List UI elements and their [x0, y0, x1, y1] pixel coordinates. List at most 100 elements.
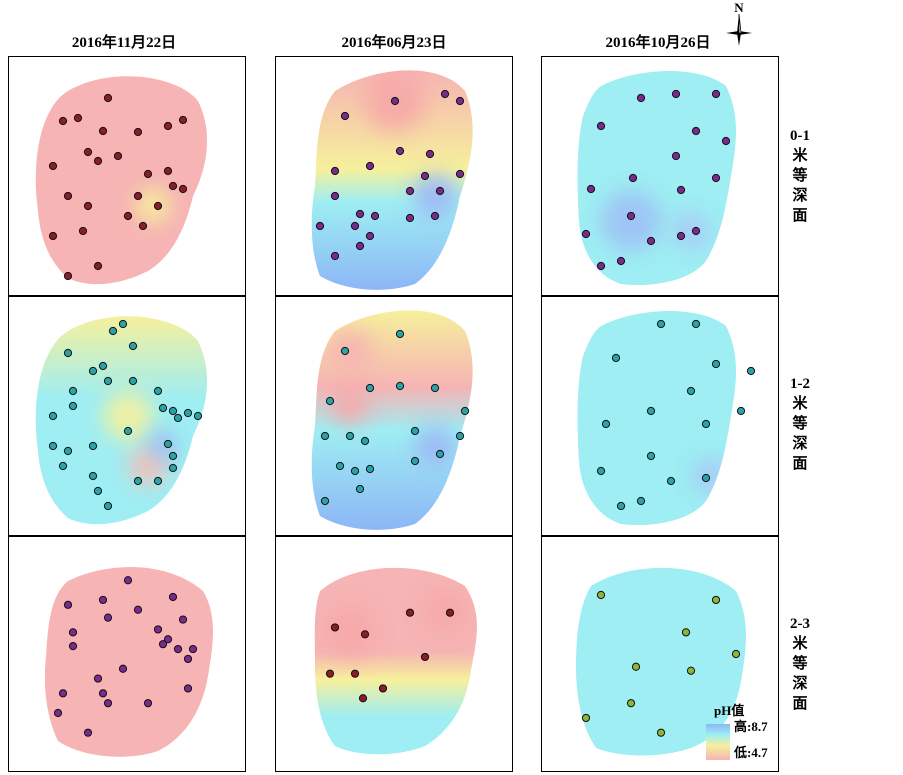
sample-point [455, 431, 465, 441]
sample-point [616, 501, 626, 511]
sample-point [335, 461, 345, 471]
sample-point [320, 496, 330, 506]
sample-point [616, 256, 626, 266]
sample-point [460, 406, 470, 416]
row-label-line: 面 [792, 456, 808, 472]
sample-point [636, 496, 646, 506]
sample-point [330, 623, 340, 632]
row-label-line: 等 [792, 168, 808, 184]
sample-point [93, 486, 103, 496]
sample-point [98, 689, 108, 698]
sample-point [596, 590, 606, 600]
sample-point [691, 226, 701, 236]
sample-point [581, 713, 591, 723]
sample-point [365, 161, 375, 171]
sample-point [123, 426, 133, 436]
legend-low-label: 低:4.7 [734, 745, 768, 760]
sample-point [410, 456, 420, 466]
sample-point [691, 319, 701, 329]
map-panel-nov-1-2m [8, 296, 246, 536]
map-panel-nov-2-3m [8, 536, 246, 772]
ph-hotspot [601, 191, 661, 251]
ph-hotspot [328, 329, 372, 373]
sample-point [83, 728, 93, 737]
sample-point [355, 241, 365, 251]
map-panel-jun-0-1m [275, 56, 513, 296]
sample-point [88, 441, 98, 451]
sample-point [153, 386, 163, 396]
column-title-oct-2016: 2016年10月26日 [605, 35, 711, 51]
sample-point [133, 127, 143, 137]
sample-point [390, 96, 400, 106]
row-label-line: 2-3 [790, 616, 810, 632]
sample-point [340, 111, 350, 121]
legend-color-ramp [706, 724, 730, 760]
sample-point [168, 592, 178, 602]
sample-point [731, 649, 741, 659]
sample-point [440, 89, 450, 99]
sample-point [601, 419, 611, 429]
row-label-line: 米 [792, 148, 808, 164]
sample-point [686, 386, 696, 396]
sample-point [63, 446, 73, 456]
sample-point [73, 113, 83, 123]
sample-point [68, 386, 78, 396]
panel-border [8, 296, 246, 536]
row-label-line: 深 [792, 676, 808, 692]
row-label-line: 深 [792, 188, 808, 204]
map-canvas [275, 296, 513, 536]
sample-point [425, 149, 435, 159]
ph-hotspot [415, 426, 455, 466]
panel-border [275, 536, 513, 772]
row-label-line: 1-2 [790, 376, 810, 392]
sample-point [355, 484, 365, 494]
sample-point [88, 366, 98, 376]
sample-point [611, 353, 621, 363]
sample-point [158, 403, 168, 413]
sample-point [178, 115, 188, 125]
ph-hotspot [332, 388, 368, 424]
ph-hotspot [693, 458, 729, 494]
sample-point [133, 476, 143, 486]
sample-point [163, 121, 173, 131]
sample-point [48, 161, 58, 171]
sample-point [325, 669, 335, 678]
sample-point [168, 181, 178, 191]
sample-point [711, 595, 721, 605]
sample-point [128, 341, 138, 351]
north-letter: N [734, 0, 744, 15]
sample-point [63, 600, 73, 609]
sample-point [163, 439, 173, 449]
interpolated-region [311, 70, 473, 290]
sample-point [430, 383, 440, 393]
sample-point [435, 186, 445, 196]
legend-title: pH值 [714, 703, 745, 718]
sample-point [103, 376, 113, 386]
row-label-line: 面 [792, 696, 808, 712]
sample-point [128, 376, 138, 386]
sample-point [133, 191, 143, 201]
ph-hotspot [325, 606, 375, 656]
sample-point [83, 147, 93, 157]
sample-point [646, 236, 656, 246]
sample-point [183, 408, 193, 418]
sample-point [320, 431, 330, 441]
sample-point [711, 89, 721, 99]
sample-point [340, 346, 350, 356]
sample-point [123, 211, 133, 221]
sample-point [676, 185, 686, 195]
sample-point [355, 209, 365, 219]
sample-point [455, 169, 465, 179]
sample-point [98, 126, 108, 136]
ph-hotspot [423, 589, 467, 633]
ph-hotspot [149, 432, 177, 460]
map-canvas [541, 56, 779, 296]
sample-point [93, 156, 103, 166]
sample-point [596, 466, 606, 476]
sample-point [103, 501, 113, 511]
sample-point [671, 151, 681, 161]
sample-point [183, 654, 193, 664]
sample-point [173, 644, 183, 654]
sample-point [628, 173, 638, 183]
sample-point [103, 699, 113, 708]
